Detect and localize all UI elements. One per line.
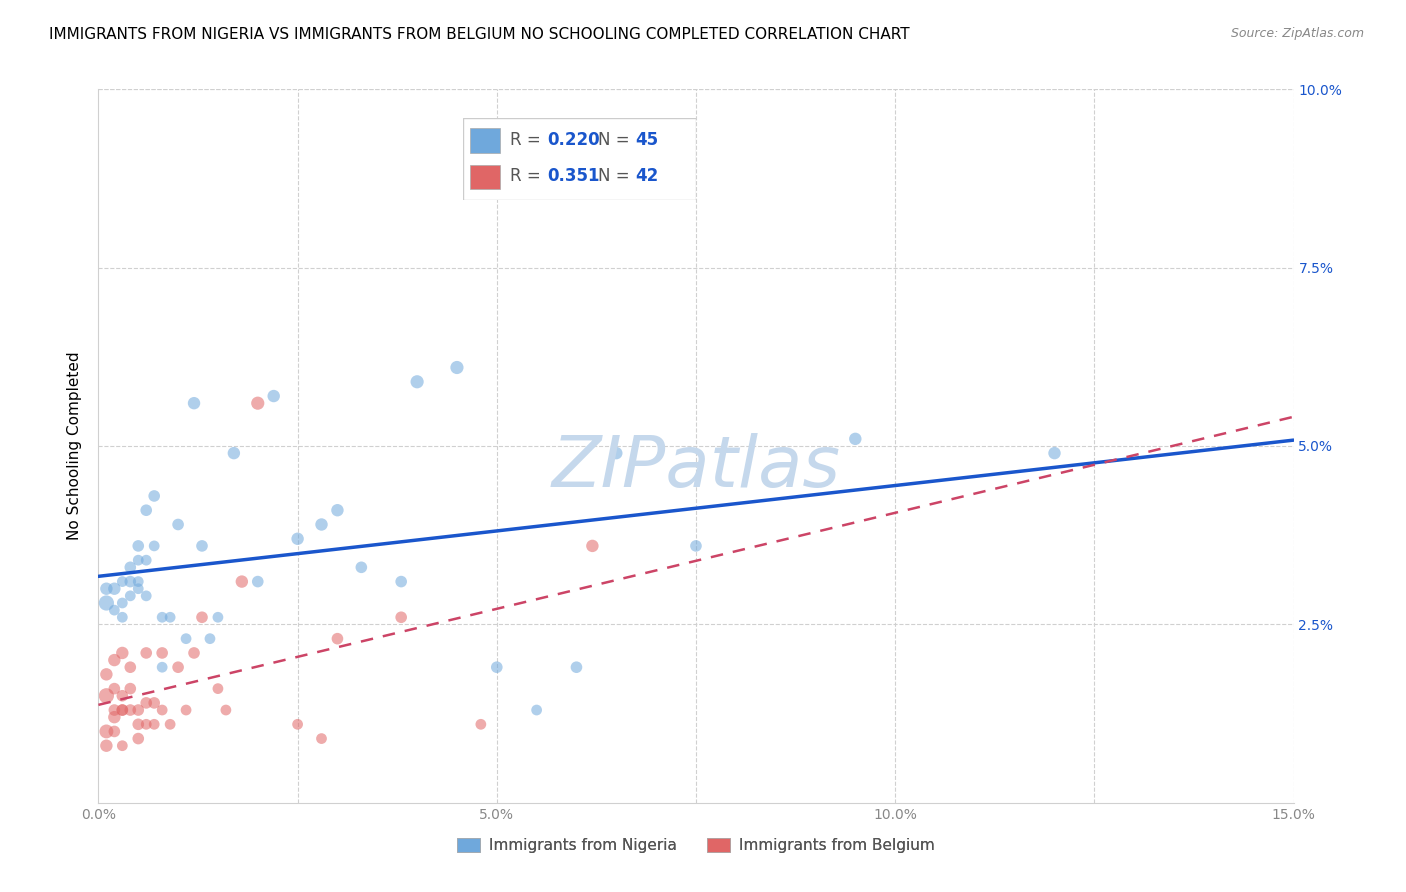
Point [103,603,125,617]
Point [311,731,333,746]
Point [159,717,181,731]
Point [120,703,142,717]
Point [150,660,173,674]
Point [183,646,205,660]
Text: IMMIGRANTS FROM NIGERIA VS IMMIGRANTS FROM BELGIUM NO SCHOOLING COMPLETED CORREL: IMMIGRANTS FROM NIGERIA VS IMMIGRANTS FR… [49,27,910,42]
Point [103,703,125,717]
Point [150,703,173,717]
Point [127,574,149,589]
Point [191,539,214,553]
Point [263,389,285,403]
Point [326,503,349,517]
Point [127,703,149,717]
Point [111,689,134,703]
Point [120,681,142,696]
Point [103,724,125,739]
Point [207,681,229,696]
Point [389,610,412,624]
Point [215,703,238,717]
Point [605,446,627,460]
Point [150,646,173,660]
Point [143,717,166,731]
Point [246,574,269,589]
Point [526,703,548,717]
Point [389,574,412,589]
Point [111,703,134,717]
Point [111,574,134,589]
Point [565,660,588,674]
Point [143,696,166,710]
Point [446,360,468,375]
Point [581,539,603,553]
Point [143,539,166,553]
Text: Source: ZipAtlas.com: Source: ZipAtlas.com [1230,27,1364,40]
Point [96,689,118,703]
Point [143,489,166,503]
Point [159,610,181,624]
Point [311,517,333,532]
Point [844,432,866,446]
Point [150,610,173,624]
Point [127,731,149,746]
Point [167,660,190,674]
Point [287,532,309,546]
Point [111,703,134,717]
Point [96,724,118,739]
Point [120,574,142,589]
Point [96,596,118,610]
Point [103,653,125,667]
Point [685,539,707,553]
Point [96,739,118,753]
Point [127,539,149,553]
Point [174,632,197,646]
Point [1043,446,1066,460]
Point [111,610,134,624]
Point [406,375,429,389]
Point [135,503,157,517]
Point [350,560,373,574]
Point [96,582,118,596]
Text: ZIPatlas: ZIPatlas [551,433,841,502]
Point [326,632,349,646]
Point [191,610,214,624]
Point [120,560,142,574]
Point [103,710,125,724]
Y-axis label: No Schooling Completed: No Schooling Completed [67,351,83,541]
Point [135,646,157,660]
Point [127,717,149,731]
Point [111,596,134,610]
Point [485,660,508,674]
Point [135,696,157,710]
Point [96,667,118,681]
Point [231,574,253,589]
Point [222,446,245,460]
Point [120,660,142,674]
Point [198,632,221,646]
Point [103,681,125,696]
Point [287,717,309,731]
Legend: Immigrants from Nigeria, Immigrants from Belgium: Immigrants from Nigeria, Immigrants from… [451,832,941,859]
Point [470,717,492,731]
Point [183,396,205,410]
Point [127,582,149,596]
Point [167,517,190,532]
Point [174,703,197,717]
Point [246,396,269,410]
Point [135,589,157,603]
Point [111,646,134,660]
Point [120,589,142,603]
Point [135,717,157,731]
Point [127,553,149,567]
Point [111,739,134,753]
Point [135,553,157,567]
Point [103,582,125,596]
Point [207,610,229,624]
